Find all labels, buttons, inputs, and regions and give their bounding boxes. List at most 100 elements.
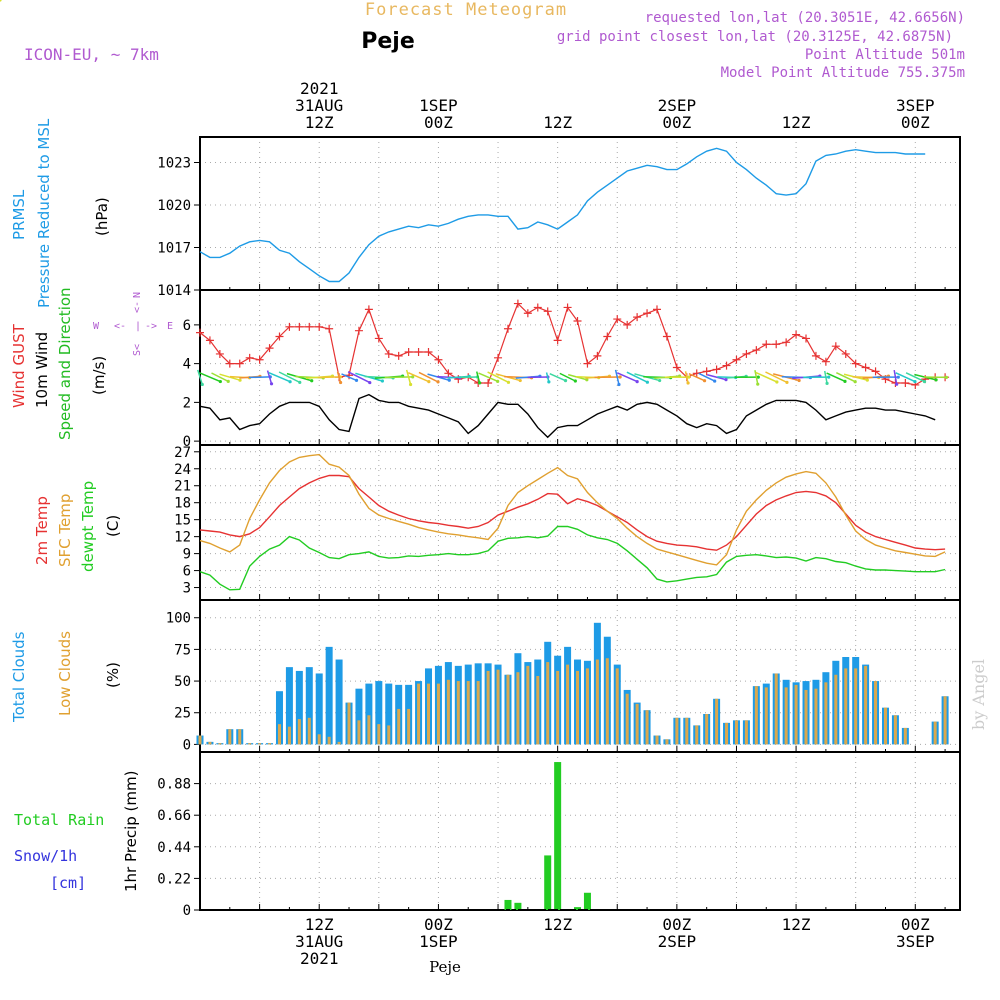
direction-arrowhead xyxy=(427,380,431,384)
low-cloud-bar xyxy=(754,686,758,745)
low-cloud-bar xyxy=(198,735,202,745)
direction-arrowhead xyxy=(585,378,589,382)
top-time-label: 12Z xyxy=(782,113,811,132)
watermark: by Angel xyxy=(969,659,988,730)
y-tick-label: 1023 xyxy=(157,156,191,172)
low-cloud-bar xyxy=(824,682,828,745)
bottom-time-label: 31AUG xyxy=(295,932,343,951)
low-cloud-bar xyxy=(675,717,679,745)
y-tick-label: 50 xyxy=(174,674,191,690)
y-tick-label: 9 xyxy=(183,547,191,563)
direction-arrow xyxy=(478,372,498,383)
direction-arrow xyxy=(405,369,412,385)
gust-marker xyxy=(494,353,503,362)
direction-arrow xyxy=(688,372,705,382)
direction-arrow xyxy=(545,372,550,383)
low-cloud-bar xyxy=(715,698,719,745)
panel-frame xyxy=(199,444,961,601)
dewpt-label: dewpt Temp xyxy=(79,481,97,572)
low-cloud-bar xyxy=(526,665,530,745)
direction-arrowhead xyxy=(288,380,292,384)
direction-arrowhead xyxy=(447,378,451,382)
wind-compass: N <- S < W <- E -> | xyxy=(93,292,173,356)
direction-arrowhead xyxy=(645,380,649,384)
pressure-panel-label: PRMSL Pressure Reduced to MSL (hPa) xyxy=(10,118,111,308)
gust-marker xyxy=(404,348,413,356)
direction-arrow xyxy=(197,369,203,385)
direction-arrow xyxy=(698,372,716,382)
compass-center: | xyxy=(135,321,141,332)
direction-arrowhead xyxy=(825,381,829,385)
y-tick-label: 4 xyxy=(183,357,191,373)
low-cloud-bar xyxy=(367,715,371,745)
low-cloud-bar xyxy=(705,714,709,745)
direction-arrowhead xyxy=(853,380,857,384)
gust-marker xyxy=(295,322,304,331)
gust-marker xyxy=(742,349,751,358)
direction-arrowhead xyxy=(658,378,662,383)
gust-marker xyxy=(851,359,860,368)
low-cloud-bar xyxy=(566,664,570,745)
prmsl-label: PRMSL xyxy=(10,189,28,240)
y-tick-label: 15 xyxy=(174,513,191,529)
direction-arrowhead xyxy=(411,375,415,379)
gust-marker xyxy=(235,359,244,368)
top-time-label: 1SEP xyxy=(419,96,458,115)
direction-arrowhead xyxy=(547,380,551,384)
gust-marker xyxy=(364,305,373,314)
direction-arrow xyxy=(826,372,846,383)
precip-panel-label: Total Rain Snow/1h [cm] 1hr Precip (mm) xyxy=(14,771,140,892)
bottom-time-label: 1SEP xyxy=(419,932,458,951)
compass-north: N xyxy=(132,292,143,298)
direction-arrowhead xyxy=(218,379,222,384)
gust-marker xyxy=(543,307,552,316)
y-tick-label: 0.22 xyxy=(157,871,191,887)
y-tick-label: 21 xyxy=(174,479,191,495)
direction-arrow xyxy=(893,370,898,385)
low-cloud-bar xyxy=(536,676,540,745)
wind-gust-label: Wind GUST xyxy=(10,323,28,408)
total-cloud-bar xyxy=(325,646,333,745)
direction-arrow xyxy=(266,370,273,385)
direction-arrowhead xyxy=(934,378,938,382)
gust-marker xyxy=(245,353,254,362)
gust-marker xyxy=(702,367,711,376)
direction-arrow xyxy=(707,374,727,381)
direction-arrow xyxy=(765,371,788,384)
plot-area: 1014101710201023024636912151821242702550… xyxy=(0,0,961,919)
direction-arrowhead xyxy=(573,379,577,383)
direction-arrowhead xyxy=(380,379,384,383)
low-cloud-bar xyxy=(436,683,440,745)
direction-arrow xyxy=(407,372,430,383)
low-cloud-bar xyxy=(814,688,818,745)
gust-marker xyxy=(225,359,234,368)
direction-arrowhead xyxy=(922,379,927,384)
gust-marker xyxy=(305,322,314,331)
low-cloud-bar xyxy=(943,696,947,745)
total-cloud-bar xyxy=(285,667,293,745)
low-cloud-bar xyxy=(844,668,848,745)
direction-arrow xyxy=(626,371,648,383)
top-time-label: 00Z xyxy=(901,113,930,132)
gust-marker xyxy=(871,367,880,376)
low-cloud-bar xyxy=(625,693,629,745)
y-tick-label: 0 xyxy=(183,434,191,450)
gust-marker xyxy=(841,349,850,358)
y-tick-label: 0.44 xyxy=(157,840,191,856)
low-cloud-bar xyxy=(744,720,748,745)
y-tick-label: 27 xyxy=(174,445,191,461)
direction-arrow xyxy=(823,370,828,384)
total-cloud-bar xyxy=(385,683,393,745)
bottom-time-label: 00Z xyxy=(662,915,691,934)
direction-arrowhead xyxy=(409,382,413,387)
low-cloud-bar xyxy=(645,710,649,745)
low-cloud-bar xyxy=(387,725,391,745)
top-time-label: 00Z xyxy=(424,113,453,132)
gust-marker xyxy=(424,348,433,356)
direction-arrowhead xyxy=(368,380,372,385)
total-cloud-bar xyxy=(335,659,343,745)
direction-arrowhead xyxy=(687,375,691,379)
y-tick-label: 2 xyxy=(183,395,191,411)
direction-arrow xyxy=(684,371,689,384)
low-cloud-bar xyxy=(635,703,639,745)
